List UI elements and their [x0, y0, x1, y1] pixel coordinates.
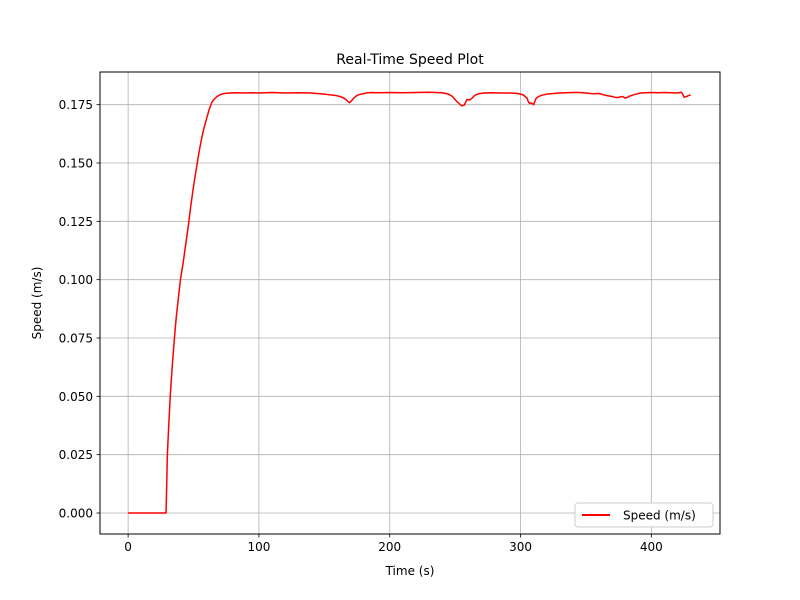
x-tick-label: 400 [640, 540, 663, 554]
y-axis-label: Speed (m/s) [30, 267, 44, 340]
y-tick-label: 0.050 [59, 390, 93, 404]
x-axis: 0 100 200 300 400 [124, 534, 663, 554]
y-tick-label: 0.000 [59, 507, 93, 521]
y-tick-label: 0.025 [59, 448, 93, 462]
legend-box [574, 502, 714, 528]
y-tick-label: 0.125 [59, 215, 93, 229]
series-line [128, 91, 691, 514]
y-axis: 0.000 0.025 0.050 0.075 0.100 0.125 0.150 0.175 [59, 98, 100, 521]
y-tick-label: 0.100 [59, 273, 93, 287]
y-tick-label: 0.175 [59, 98, 93, 112]
x-tick-label: 300 [509, 540, 532, 554]
x-tick-label: 200 [378, 540, 401, 554]
x-tick-label: 0 [124, 540, 132, 554]
series-layer [128, 91, 691, 514]
x-tick-label: 100 [247, 540, 270, 554]
y-tick-label: 0.075 [59, 332, 93, 346]
legend: Speed (m/s) [574, 502, 714, 528]
chart-title: Real-Time Speed Plot [336, 52, 484, 68]
plot-frame [99, 71, 721, 535]
y-tick-label: 0.150 [59, 157, 93, 171]
x-axis-label: Time (s) [385, 564, 435, 578]
legend-label: Speed (m/s) [623, 509, 696, 523]
grid [100, 72, 720, 534]
